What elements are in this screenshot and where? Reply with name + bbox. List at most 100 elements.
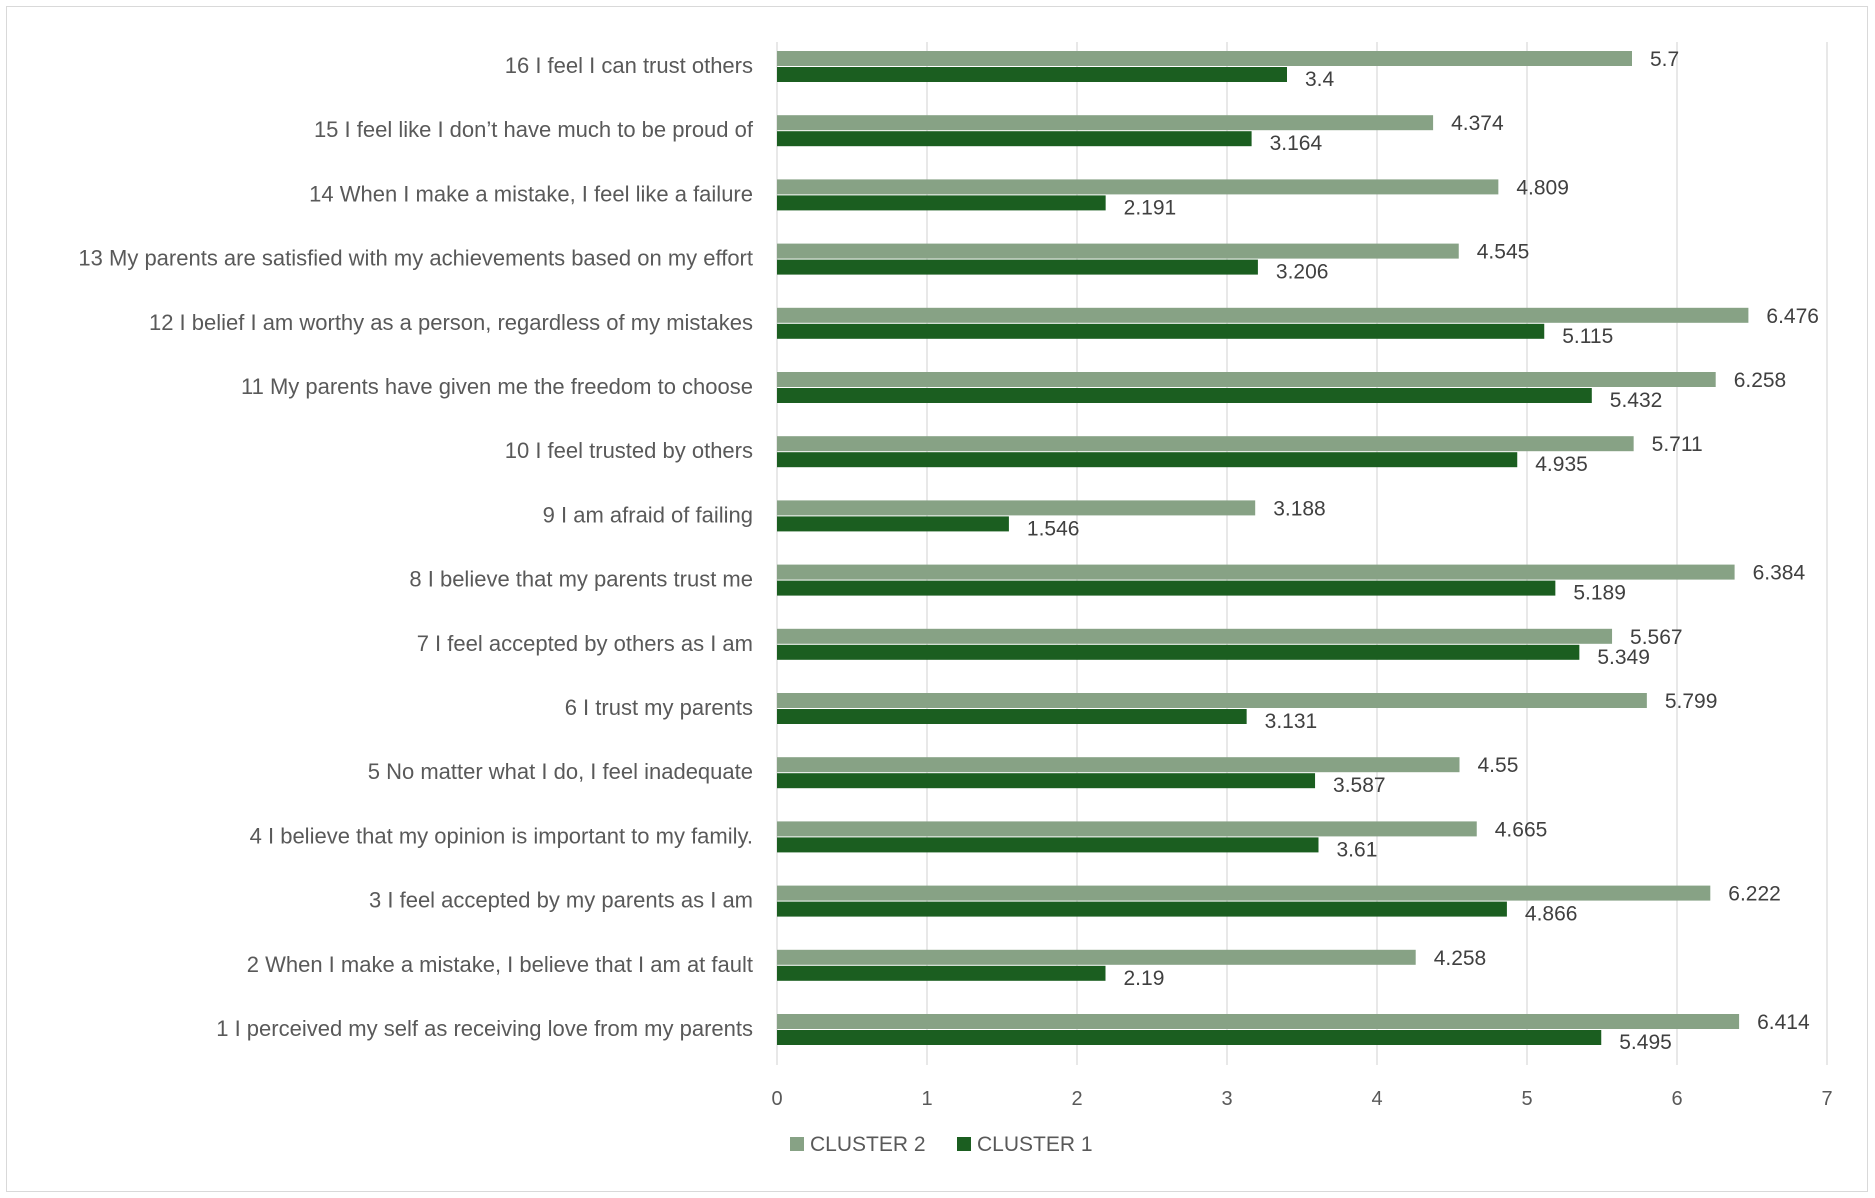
bar-cluster-1 <box>777 259 1258 275</box>
x-tick-label: 6 <box>1671 1088 1682 1110</box>
legend-swatch-cluster-1 <box>957 1137 971 1151</box>
data-label-cluster-2: 3.188 <box>1273 497 1326 520</box>
bar-cluster-2 <box>777 436 1634 452</box>
x-tick-label: 0 <box>771 1088 782 1110</box>
bar-cluster-1 <box>777 580 1556 596</box>
bar-cluster-1 <box>777 901 1507 917</box>
bar-cluster-2 <box>777 885 1711 901</box>
category-label: 4 I believe that my opinion is important… <box>250 823 753 848</box>
data-label-cluster-1: 3.61 <box>1337 838 1378 861</box>
bar-cluster-2 <box>777 757 1460 773</box>
category-label: 12 I belief I am worthy as a person, reg… <box>149 310 753 335</box>
x-axis-ticks: 0 1 2 3 4 5 6 7 <box>771 1088 1832 1110</box>
data-label-cluster-2: 5.799 <box>1665 690 1718 713</box>
category-label: 1 I perceived my self as receiving love … <box>216 1016 753 1041</box>
category-label: 3 I feel accepted by my parents as I am <box>369 888 753 913</box>
data-label-cluster-2: 4.665 <box>1495 818 1548 841</box>
bar-cluster-2 <box>777 372 1716 387</box>
bar-cluster-1 <box>777 965 1106 981</box>
category-label: 7 I feel accepted by others as I am <box>417 631 753 656</box>
data-label-cluster-1: 2.19 <box>1124 967 1165 990</box>
data-label-cluster-2: 4.374 <box>1451 112 1504 135</box>
bar-cluster-2 <box>777 179 1499 195</box>
bar-cluster-1 <box>777 67 1287 82</box>
data-label-cluster-1: 4.935 <box>1535 453 1588 476</box>
x-tick-label: 5 <box>1521 1088 1532 1110</box>
bar-cluster-2 <box>777 1014 1740 1029</box>
data-label-cluster-1: 5.189 <box>1573 582 1626 605</box>
data-label-cluster-1: 5.115 <box>1562 325 1613 348</box>
data-label-cluster-2: 5.711 <box>1652 433 1703 456</box>
data-label-cluster-1: 3.131 <box>1265 710 1318 733</box>
data-label-cluster-2: 4.545 <box>1477 241 1530 264</box>
data-label-cluster-2: 5.7 <box>1650 48 1679 71</box>
x-tick-label: 3 <box>1221 1088 1232 1110</box>
data-label-cluster-1: 5.349 <box>1597 646 1650 669</box>
legend-label-cluster-1: CLUSTER 1 <box>977 1133 1093 1156</box>
bar-cluster-1 <box>777 1030 1602 1045</box>
bar-cluster-2 <box>777 693 1647 708</box>
x-tick-label: 2 <box>1071 1088 1082 1110</box>
bar-cluster-2 <box>777 51 1632 66</box>
data-label-cluster-1: 1.546 <box>1027 517 1080 540</box>
bar-cluster-1 <box>777 773 1316 789</box>
bar-cluster-2 <box>777 564 1735 580</box>
bar-cluster-2 <box>777 628 1613 644</box>
data-label-cluster-2: 6.384 <box>1753 562 1806 585</box>
bar-cluster-1 <box>777 323 1545 339</box>
category-label: 10 I feel trusted by others <box>505 438 753 463</box>
x-tick-label: 4 <box>1371 1088 1382 1110</box>
data-labels: 6.414 5.495 4.258 2.19 6.222 4.866 4.665 3.61 4.… <box>1027 48 1819 1054</box>
bars <box>777 51 1749 1045</box>
bar-cluster-1 <box>777 644 1580 660</box>
legend: CLUSTER 2 CLUSTER 1 <box>790 1133 1093 1156</box>
bar-cluster-2 <box>777 307 1749 323</box>
data-label-cluster-2: 6.258 <box>1734 369 1787 392</box>
bar-cluster-1 <box>777 837 1319 853</box>
category-label: 11 My parents have given me the freedom … <box>241 374 753 399</box>
x-tick-label: 1 <box>921 1088 932 1110</box>
category-label: 6 I trust my parents <box>565 695 753 720</box>
category-label: 16 I feel I can trust others <box>505 53 753 78</box>
chart-frame: 6.414 5.495 4.258 2.19 6.222 4.866 4.665 3.61 4.… <box>6 6 1868 1192</box>
data-label-cluster-2: 4.258 <box>1434 947 1487 970</box>
bar-cluster-1 <box>777 388 1592 403</box>
bar-cluster-2 <box>777 949 1416 965</box>
category-label: 15 I feel like I don’t have much to be p… <box>314 117 754 142</box>
bar-cluster-1 <box>777 452 1518 468</box>
category-label: 8 I believe that my parents trust me <box>409 567 753 592</box>
bar-cluster-2 <box>777 115 1434 131</box>
data-label-cluster-2: 6.476 <box>1766 305 1819 328</box>
data-label-cluster-1: 3.164 <box>1270 132 1323 155</box>
data-label-cluster-2: 5.567 <box>1630 626 1683 649</box>
category-label: 2 When I make a mistake, I believe that … <box>247 952 753 977</box>
data-label-cluster-2: 4.55 <box>1478 754 1519 777</box>
x-tick-label: 7 <box>1821 1088 1832 1110</box>
legend-swatch-cluster-2 <box>790 1137 804 1151</box>
data-label-cluster-2: 6.414 <box>1757 1011 1810 1034</box>
data-label-cluster-2: 4.809 <box>1516 176 1569 199</box>
bar-cluster-1 <box>777 195 1106 211</box>
bar-cluster-1 <box>777 131 1252 147</box>
bar-cluster-2 <box>777 500 1256 516</box>
bar-chart: 6.414 5.495 4.258 2.19 6.222 4.866 4.665 3.61 4.… <box>78 42 1833 1156</box>
data-label-cluster-1: 3.206 <box>1276 261 1329 284</box>
bar-cluster-2 <box>777 821 1477 837</box>
bar-cluster-1 <box>777 709 1247 724</box>
data-label-cluster-2: 6.222 <box>1728 883 1781 906</box>
data-label-cluster-1: 5.432 <box>1610 389 1663 412</box>
data-label-cluster-1: 5.495 <box>1619 1031 1672 1054</box>
category-label: 13 My parents are satisfied with my achi… <box>78 246 753 271</box>
legend-label-cluster-2: CLUSTER 2 <box>810 1133 926 1156</box>
category-labels: 1 I perceived my self as receiving love … <box>78 53 753 1041</box>
data-label-cluster-1: 3.587 <box>1333 774 1386 797</box>
category-label: 5 No matter what I do, I feel inadequate <box>368 759 753 784</box>
data-label-cluster-1: 3.4 <box>1305 68 1335 91</box>
bar-cluster-2 <box>777 243 1459 259</box>
bar-cluster-1 <box>777 516 1009 532</box>
category-label: 14 When I make a mistake, I feel like a … <box>309 181 753 206</box>
data-label-cluster-1: 4.866 <box>1525 903 1578 926</box>
data-label-cluster-1: 2.191 <box>1124 196 1177 219</box>
category-label: 9 I am afraid of failing <box>543 502 753 527</box>
grid-lines <box>776 42 1828 1065</box>
